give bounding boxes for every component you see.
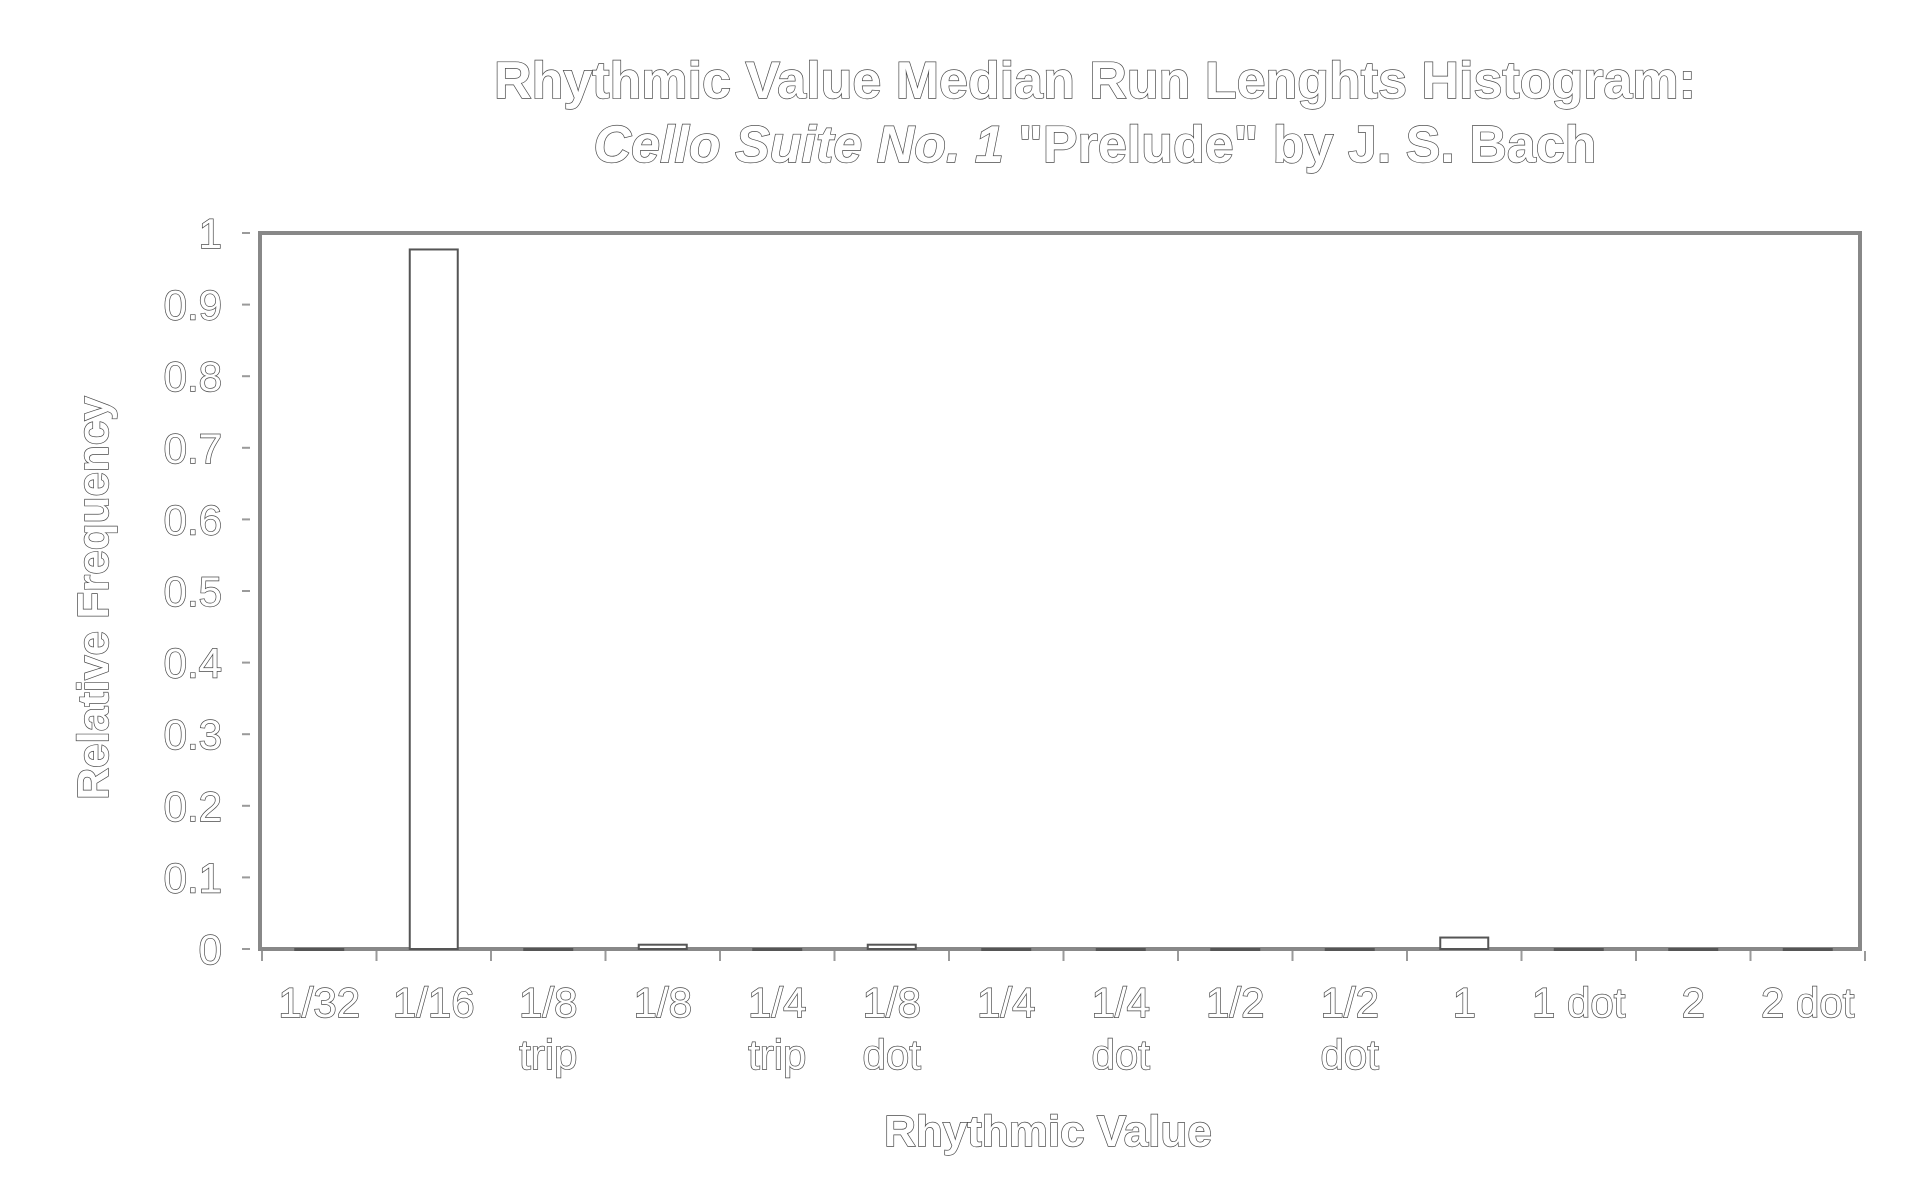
x-axis: 1/32 1/16 1/8 trip 1/8 1/4 trip 1/8 dot 1/4 1/4 dot… [261, 951, 1866, 1079]
x-tick-label: 1/4 [977, 979, 1035, 1026]
y-tick-label: 0.5 [164, 568, 222, 615]
x-tick-label: 1/8 [519, 979, 577, 1026]
y-tick-label: 0.4 [164, 640, 222, 687]
x-tick-label: trip [519, 1031, 577, 1078]
y-tick-label: 0.7 [164, 425, 222, 472]
bar [294, 948, 345, 951]
x-tick-label: dot [863, 1031, 922, 1078]
x-tick-label: trip [748, 1031, 806, 1078]
bar [981, 948, 1032, 951]
bar [1324, 948, 1375, 951]
x-tick-label: 1/8 [634, 979, 692, 1026]
x-tick-label: 1/2 [1206, 979, 1264, 1026]
y-tick-label: 0.6 [164, 496, 222, 543]
y-tick-label: 0 [199, 926, 222, 973]
x-tick-label: 1 dot [1532, 979, 1626, 1026]
bar [866, 943, 917, 950]
chart-subtitle: Cello Suite No. 1 "Prelude" by J. S. Bac… [594, 116, 1597, 174]
x-tick-label: dot [1092, 1031, 1151, 1078]
y-tick-label: 0.8 [164, 353, 222, 400]
x-tick-label: 1/2 [1321, 979, 1379, 1026]
bar [1095, 948, 1146, 951]
bar [1210, 948, 1261, 951]
x-tick-label: 1/4 [748, 979, 806, 1026]
y-tick-label: 1 [199, 210, 222, 257]
y-tick-label: 0.9 [164, 282, 222, 329]
chart-subtitle-italic: Cello Suite No. 1 [594, 116, 1004, 174]
plot-area [258, 231, 1862, 951]
x-tick-label: 1/32 [278, 979, 360, 1026]
bar [1668, 948, 1719, 951]
x-tick-label: dot [1321, 1031, 1380, 1078]
x-axis-label: Rhythmic Value [884, 1107, 1212, 1156]
y-tick-label: 0.2 [164, 783, 222, 830]
chart-subtitle-regular: "Prelude" by J. S. Bach [1004, 116, 1597, 174]
y-tick-label: 0.1 [164, 854, 222, 901]
chart-title: Rhythmic Value Median Run Lenghts Histog… [494, 52, 1696, 110]
y-axis-label: Relative Frequency [69, 396, 118, 800]
bars [294, 248, 1833, 951]
x-tick-label: 2 dot [1761, 979, 1855, 1026]
bar [1782, 948, 1833, 951]
y-axis: 0 0.1 0.2 0.3 0.4 0.5 0.6 0.7 0.8 0.9 1 [163, 209, 250, 974]
x-tick-label: 1 [1453, 979, 1476, 1026]
bar [1439, 936, 1490, 951]
x-tick-label: 1/8 [863, 979, 921, 1026]
bar [637, 943, 688, 950]
bar [408, 248, 459, 950]
x-tick-label: 1/4 [1092, 979, 1150, 1026]
bar [752, 948, 803, 951]
y-tick-label: 0.3 [164, 711, 222, 758]
bar [1553, 948, 1604, 951]
bar [523, 948, 574, 951]
x-tick-label: 1/16 [393, 979, 475, 1026]
x-tick-label: 2 [1682, 979, 1705, 1026]
